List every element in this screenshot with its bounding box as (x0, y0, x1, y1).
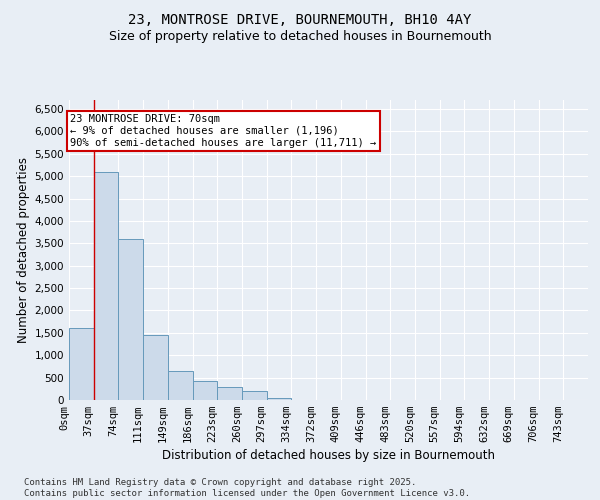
Bar (69, 328, 94, 400)
Text: Contains HM Land Registry data © Crown copyright and database right 2025.
Contai: Contains HM Land Registry data © Crown c… (24, 478, 470, 498)
Y-axis label: Number of detached properties: Number of detached properties (17, 157, 31, 343)
Bar (143, 335, 168, 400)
Bar (267, 398, 292, 400)
X-axis label: Distribution of detached houses by size in Bournemouth: Distribution of detached houses by size … (162, 450, 495, 462)
Bar (193, 380, 217, 400)
Bar (94, 172, 118, 400)
Bar (168, 371, 193, 400)
Bar (118, 239, 143, 400)
Bar (217, 387, 242, 400)
Text: 23 MONTROSE DRIVE: 70sqm
← 9% of detached houses are smaller (1,196)
90% of semi: 23 MONTROSE DRIVE: 70sqm ← 9% of detache… (70, 114, 376, 148)
Bar (242, 391, 267, 400)
Text: Size of property relative to detached houses in Bournemouth: Size of property relative to detached ho… (109, 30, 491, 43)
Text: 23, MONTROSE DRIVE, BOURNEMOUTH, BH10 4AY: 23, MONTROSE DRIVE, BOURNEMOUTH, BH10 4A… (128, 12, 472, 26)
